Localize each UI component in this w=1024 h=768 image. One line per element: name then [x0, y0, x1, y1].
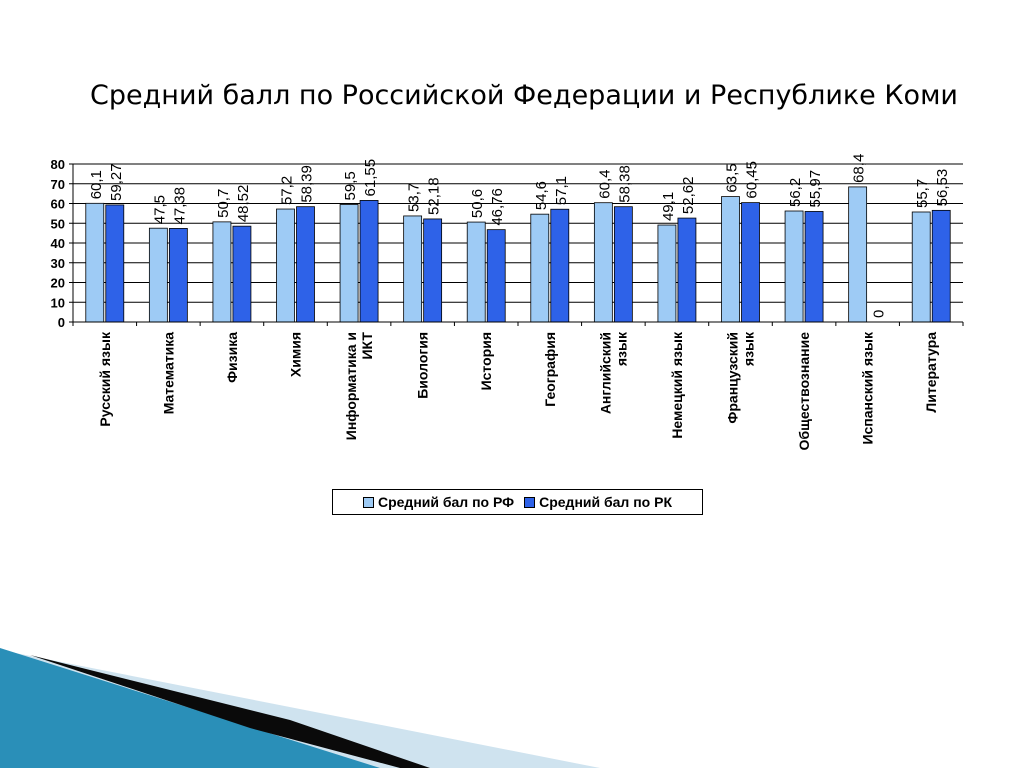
legend-item-rk: Средний бал по РК	[524, 494, 672, 510]
x-category-label: Русский язык	[97, 331, 113, 427]
y-tick-label: 70	[51, 177, 65, 192]
x-category-label: Физика	[224, 332, 240, 383]
data-label-rf: 53,7	[406, 183, 423, 212]
data-labels: 60,1 59,27 47,5 47,38 50,7 48,52 57,2 58,39 59,5…	[88, 154, 951, 318]
data-label-rk: 47,38	[171, 187, 188, 225]
x-category-label: Литература	[923, 332, 939, 413]
x-category-label: ИКТ	[359, 332, 375, 360]
data-label-rk: 0	[871, 310, 888, 318]
x-category-label: Испанский язык	[860, 331, 876, 445]
y-tick-label: 30	[51, 256, 65, 271]
y-tick-label: 20	[51, 276, 65, 291]
chart-legend: Средний бал по РФ Средний бал по РК	[332, 489, 703, 515]
data-label-rk: 46,76	[489, 188, 506, 226]
y-tick-label: 40	[51, 236, 65, 251]
axes: 0 10 20 30 40 50 60 70 80 Русский язык Математика Ф…	[51, 157, 964, 451]
data-label-rk: 52,18	[426, 177, 443, 215]
x-category-label: Биология	[415, 332, 431, 399]
x-category-label: Информатика и	[343, 332, 359, 440]
data-label-rk: 60,45	[744, 161, 761, 199]
y-tick-label: 0	[58, 315, 65, 330]
data-label-rf: 54,6	[533, 181, 550, 210]
legend-swatch-rf	[362, 496, 374, 508]
data-label-rk: 57,1	[553, 176, 570, 205]
x-category-label: язык	[613, 331, 629, 366]
data-label-rf: 63,5	[724, 163, 741, 192]
data-label-rk: 52,62	[680, 177, 697, 215]
data-label-rf: 57,2	[279, 176, 296, 205]
legend-label-rf: Средний бал по РФ	[377, 494, 515, 510]
x-category-label: Английский	[597, 332, 613, 414]
data-label-rf: 68,4	[851, 154, 868, 183]
x-category-label: Математика	[160, 332, 176, 415]
data-label-rk: 59,27	[108, 163, 125, 201]
data-label-rf: 56,2	[787, 178, 804, 207]
y-tick-label: 60	[51, 197, 65, 212]
x-category-label: язык	[741, 331, 757, 366]
data-label-rf: 50,7	[215, 189, 232, 218]
data-label-rk: 61,55	[362, 159, 379, 197]
x-category-label: История	[478, 332, 494, 390]
legend-item-rf: Средний бал по РФ	[362, 494, 515, 510]
data-label-rf: 60,4	[596, 170, 613, 199]
data-label-rf: 55,7	[914, 179, 931, 208]
x-category-label: Французский	[725, 332, 741, 424]
data-label-rf: 59,5	[342, 171, 359, 200]
y-tick-label: 50	[51, 216, 65, 231]
data-label-rk: 56,53	[934, 169, 951, 207]
legend-swatch-rk	[524, 496, 536, 508]
data-label-rf: 49,1	[660, 192, 677, 221]
bar-chart: 0 10 20 30 40 50 60 70 80 Русский язык Математика Ф…	[51, 154, 964, 451]
data-label-rk: 48,52	[235, 185, 252, 223]
decor-dark-band	[30, 655, 430, 768]
data-label-rk: 58,38	[616, 165, 633, 203]
data-label-rf: 47,5	[151, 195, 168, 224]
y-tick-label: 80	[51, 157, 65, 172]
x-category-label: География	[542, 332, 558, 407]
y-tick-label: 10	[51, 295, 65, 310]
x-category-label: Немецкий язык	[669, 331, 685, 439]
x-category-label: Обществознание	[796, 332, 812, 451]
bars	[85, 186, 951, 323]
x-category-label: Химия	[288, 332, 304, 377]
slide-title: Средний балл по Российской Федерации и Р…	[90, 80, 958, 111]
data-label-rf: 60,1	[88, 170, 105, 199]
legend-label-rk: Средний бал по РК	[539, 494, 672, 510]
data-label-rk: 58,39	[299, 165, 316, 203]
data-label-rf: 50,6	[469, 189, 486, 218]
data-label-rk: 55,97	[807, 170, 824, 208]
